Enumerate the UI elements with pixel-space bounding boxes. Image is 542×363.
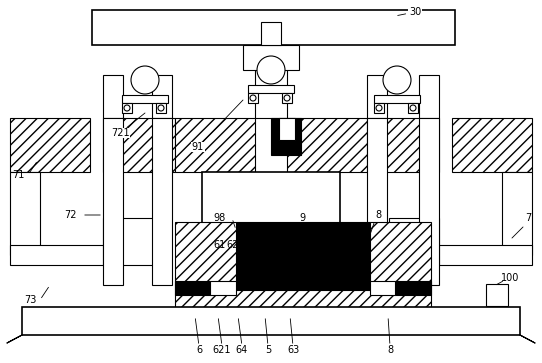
Text: 63: 63 — [287, 345, 299, 355]
Text: 7: 7 — [525, 213, 531, 223]
Bar — [248, 85, 294, 93]
Bar — [370, 281, 395, 295]
Bar — [255, 45, 287, 118]
Text: 30: 30 — [398, 7, 421, 17]
Bar — [210, 281, 236, 295]
Bar — [389, 218, 439, 265]
Bar — [287, 118, 367, 172]
Text: 8: 8 — [387, 345, 393, 355]
Bar — [202, 172, 340, 260]
Bar — [175, 118, 255, 172]
Text: 6: 6 — [196, 345, 202, 355]
Bar — [367, 118, 387, 285]
Bar — [103, 218, 153, 265]
Text: 9: 9 — [299, 213, 305, 223]
Text: 62: 62 — [227, 240, 239, 250]
Bar — [175, 222, 236, 285]
Bar — [122, 103, 132, 113]
Bar — [175, 285, 431, 315]
Bar — [374, 103, 384, 113]
Text: 73: 73 — [24, 295, 36, 305]
Circle shape — [124, 105, 130, 111]
Bar — [243, 45, 299, 70]
Bar — [370, 222, 431, 285]
Text: 98: 98 — [214, 213, 226, 223]
Bar — [10, 245, 122, 265]
Circle shape — [250, 95, 256, 101]
Bar — [152, 118, 172, 285]
Bar — [374, 95, 420, 103]
Bar — [420, 245, 532, 265]
Bar — [271, 118, 301, 155]
Bar — [419, 118, 439, 285]
Circle shape — [410, 105, 416, 111]
Bar — [367, 118, 439, 172]
Bar — [152, 75, 172, 118]
Bar — [452, 118, 532, 172]
Bar — [156, 103, 166, 113]
Bar — [282, 93, 292, 103]
Text: 3: 3 — [355, 243, 361, 253]
Bar — [103, 75, 123, 118]
Bar — [10, 118, 90, 172]
Bar — [419, 75, 439, 118]
Bar — [502, 172, 532, 255]
Bar — [103, 118, 175, 172]
Bar — [279, 118, 295, 140]
Text: 72: 72 — [64, 210, 76, 220]
Text: 100: 100 — [501, 273, 519, 283]
Circle shape — [158, 105, 164, 111]
Bar — [367, 75, 387, 118]
Bar — [486, 284, 508, 306]
Text: 64: 64 — [236, 345, 248, 355]
Bar — [261, 22, 281, 45]
Text: 721: 721 — [111, 113, 145, 138]
Bar — [408, 103, 418, 113]
Text: 91: 91 — [192, 100, 243, 152]
Bar — [395, 281, 431, 295]
Text: 5: 5 — [265, 345, 271, 355]
Bar — [22, 307, 520, 335]
Bar — [10, 172, 40, 255]
Circle shape — [376, 105, 382, 111]
Circle shape — [131, 66, 159, 94]
Text: 61: 61 — [214, 240, 226, 250]
Text: 8: 8 — [375, 210, 381, 220]
Circle shape — [383, 66, 411, 94]
Bar — [248, 93, 258, 103]
Text: 621: 621 — [213, 345, 231, 355]
Circle shape — [284, 95, 290, 101]
Bar — [175, 281, 210, 295]
Bar — [122, 95, 168, 103]
Bar — [92, 10, 455, 45]
Bar — [103, 118, 123, 285]
Circle shape — [257, 56, 285, 84]
Bar — [236, 222, 370, 290]
Text: 71: 71 — [12, 170, 24, 180]
